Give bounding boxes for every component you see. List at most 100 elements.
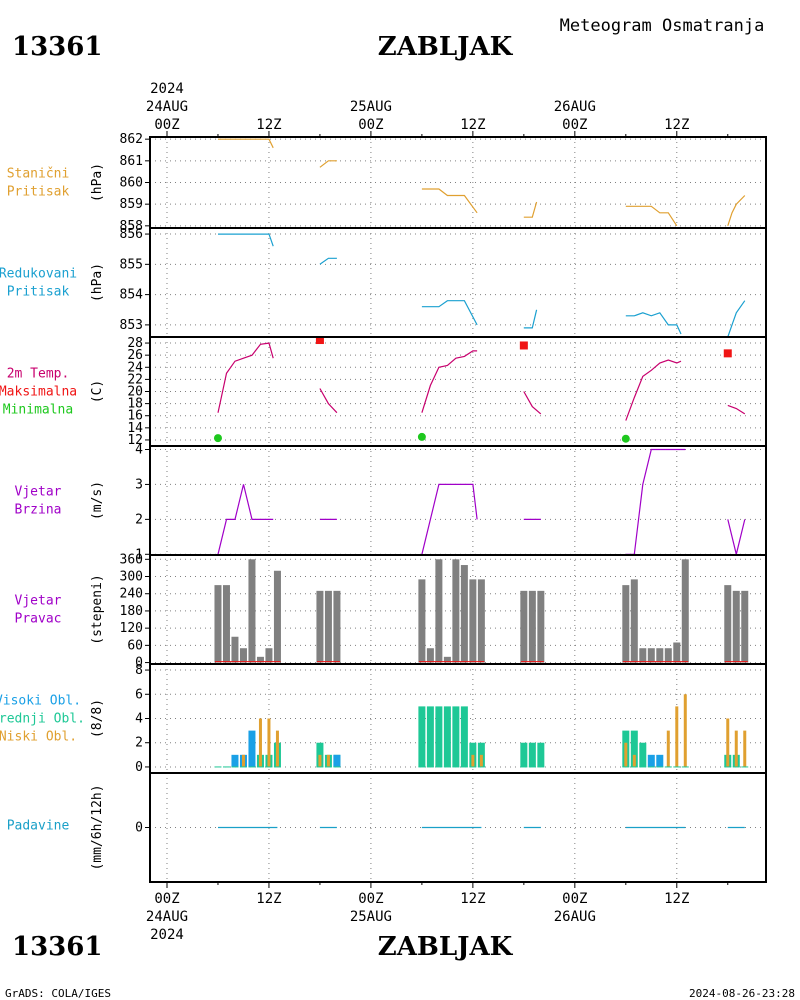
wind-dir-bar	[239, 648, 247, 663]
panel-pressure: 858 859 860 861 862 (hPa) Stanični Pritisak	[7, 132, 767, 234]
station-name-bottom: ZABLJAK	[378, 932, 514, 962]
bottom-time-label: 00Z	[562, 891, 587, 907]
station-name-top: ZABLJAK	[378, 32, 514, 62]
y-tick-label: 854	[120, 288, 144, 303]
top-time-label: 00Z	[562, 117, 587, 133]
series-line-temp	[727, 404, 746, 415]
panel-clouds: 0 2 4 6 8 (8/8) Visoki Obl. Srednji Obl. Niski O…	[0, 663, 767, 775]
wind-dir-bar	[741, 590, 749, 663]
tmin-point	[213, 434, 222, 443]
y-tick-label: 16	[127, 409, 143, 424]
panel-sea_pressure: 853 854 855 856 (hPa) Redukovani Pritisak	[0, 227, 767, 338]
wind-dir-bar	[520, 590, 528, 663]
panel-label: Brzina	[15, 503, 62, 518]
y-axis-label: (C)	[90, 380, 105, 403]
panel-label: Pravac	[15, 612, 62, 627]
meteogram-subtitle: Meteogram Osmatranja	[560, 16, 765, 36]
panel-label: Pritisak	[7, 185, 70, 200]
series-line-pressure	[523, 201, 538, 218]
y-tick-label: 855	[120, 257, 143, 272]
y-axis-label: (hPa)	[90, 163, 105, 202]
cloud-mid-bar	[520, 742, 528, 767]
panel-frame	[149, 772, 767, 883]
cloud-low-bar	[734, 730, 738, 767]
bottom-time-label: 12Z	[256, 891, 281, 907]
wind-dir-bar	[469, 579, 477, 663]
cloud-mid-bar	[426, 706, 434, 767]
series-line-sea_pressure	[218, 233, 274, 247]
cloud-mid-bar	[639, 742, 647, 767]
wind-dir-bar	[732, 590, 740, 663]
top-year-label: 2024	[150, 81, 184, 97]
cloud-low-bar	[683, 694, 687, 767]
y-tick-label: 300	[120, 570, 143, 585]
top-time-label: 12Z	[460, 117, 485, 133]
wind-dir-bar	[435, 559, 443, 663]
meteogram-panels: 858859860861862(hPa)StaničniPritisak8538…	[0, 132, 767, 883]
series-line-pressure	[319, 160, 337, 168]
panel-label: Stanični	[7, 167, 70, 182]
cloud-mid-bar	[460, 706, 468, 767]
tmax-point	[519, 341, 528, 350]
top-date-label: 26AUG	[554, 99, 596, 115]
series-line-sea_pressure	[421, 300, 478, 326]
wind-dir-bar	[647, 648, 655, 663]
wind-dir-bar	[418, 579, 426, 663]
y-tick-label: 856	[120, 227, 143, 242]
wind-dir-bar	[681, 559, 689, 663]
cloud-mid-bar	[435, 706, 443, 767]
wind-dir-bar	[324, 590, 332, 663]
series-line-sea_pressure	[727, 300, 746, 338]
bottom-date-label: 24AUG	[146, 909, 188, 925]
panel-wind: 1 2 3 4 (m/s) Vjetar Brzina	[15, 442, 767, 562]
cloud-mid-bar	[630, 730, 638, 767]
y-tick-label: 14	[127, 421, 143, 436]
bottom-date-label: 26AUG	[554, 909, 596, 925]
wind-dir-bar	[333, 590, 341, 663]
wind-dir-bar	[477, 579, 485, 663]
wind-dir-bar	[537, 590, 545, 663]
y-tick-label: 8	[135, 663, 143, 678]
cloud-low-bar	[267, 718, 271, 767]
wind-dir-bar	[630, 579, 638, 663]
wind-dir-bar	[528, 590, 536, 663]
wind-dir-bar	[273, 570, 281, 663]
y-tick-label: 28	[127, 336, 143, 351]
y-tick-label: 4	[135, 442, 143, 457]
cloud-low-bar	[743, 730, 747, 767]
panel-wind_dir: 0 60 120 180 240 300 360 (stepeni) Vjetar Pravac	[15, 552, 767, 671]
top-time-label: 00Z	[358, 117, 383, 133]
wind-dir-bar	[460, 565, 468, 663]
y-tick-label: 180	[120, 604, 143, 619]
bottom-date-label: 25AUG	[350, 909, 392, 925]
cloud-high-bar	[231, 754, 239, 767]
panel-label: Redukovani	[0, 267, 77, 282]
panel-frame	[149, 445, 767, 556]
tmin-point	[621, 434, 630, 443]
y-tick-label: 859	[120, 197, 143, 212]
cloud-low-bar	[479, 754, 483, 767]
panel-frame	[149, 136, 767, 229]
y-tick-label: 0	[135, 821, 143, 836]
tmax-point	[315, 336, 324, 345]
series-line-sea_pressure	[319, 257, 337, 265]
cloud-low-bar	[666, 730, 670, 767]
wind-dir-bar	[724, 585, 732, 663]
y-tick-label: 862	[120, 132, 143, 147]
cloud-low-bar	[624, 742, 628, 767]
panel-frame	[149, 336, 767, 447]
cloud-high-bar	[248, 730, 256, 767]
y-tick-label: 0	[135, 656, 143, 671]
time-axes: 00Z 24AUG 00Z 24AUG 12Z 12Z 00Z 25AUG 00Z 25AUG 12…	[146, 81, 729, 943]
y-axis-label: (stepeni)	[90, 574, 105, 644]
y-tick-label: 6	[135, 687, 143, 702]
y-tick-label: 18	[127, 397, 143, 412]
panel-label: Srednji Obl.	[0, 712, 85, 727]
wind-dir-bar	[214, 585, 222, 663]
panel-label: Visoki Obl.	[0, 694, 81, 709]
series-line-temp	[217, 342, 274, 413]
series-line-sea_pressure	[523, 309, 538, 329]
wind-dir-bar	[426, 648, 434, 663]
panel-label: Pritisak	[7, 285, 70, 300]
